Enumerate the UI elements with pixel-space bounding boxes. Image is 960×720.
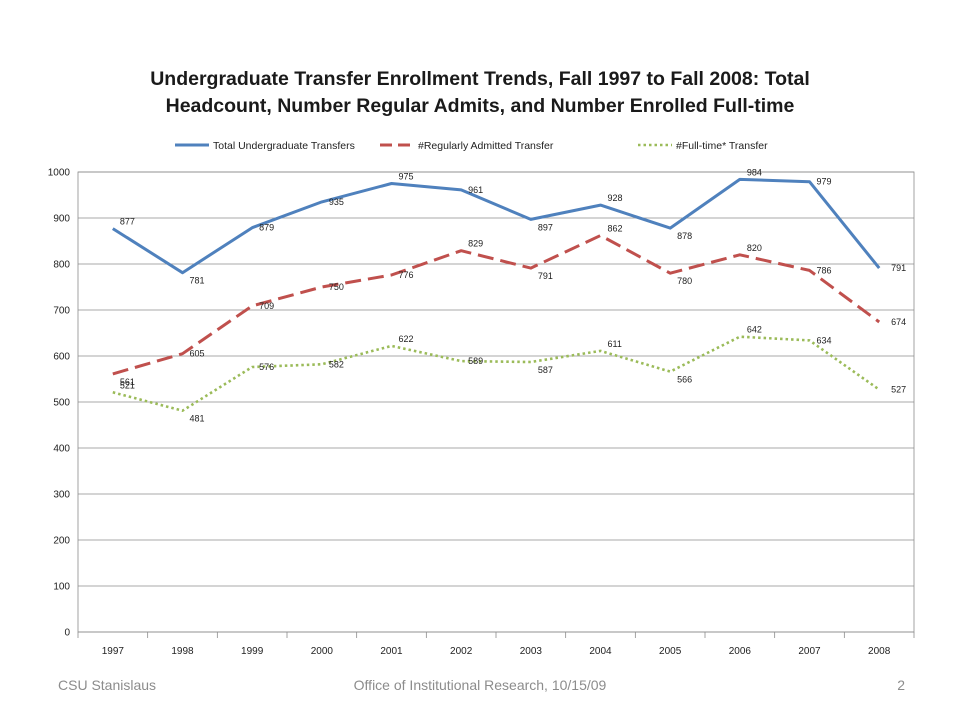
y-tick-label: 900 (53, 214, 70, 225)
y-tick-label: 100 (53, 582, 70, 593)
x-tick-label: 2006 (729, 646, 752, 657)
data-label: 877 (120, 217, 135, 227)
data-label: 605 (190, 349, 205, 359)
legend-entry-2: #Regularly Admitted Transfer (418, 140, 554, 152)
data-label: 527 (891, 385, 906, 395)
legend-entry-1: Total Undergraduate Transfers (213, 140, 355, 152)
data-label: 984 (747, 167, 762, 177)
data-label: 587 (538, 365, 553, 375)
y-tick-label: 0 (64, 628, 70, 639)
data-label: 576 (259, 362, 274, 372)
data-label: 878 (677, 231, 692, 241)
chart-title: Undergraduate Transfer Enrollment Trends… (60, 66, 900, 120)
data-label: 642 (747, 325, 762, 335)
data-label: 961 (468, 185, 483, 195)
data-label: 820 (747, 243, 762, 253)
data-label: 776 (399, 270, 414, 280)
footer-office-date: Office of Institutional Research, 10/15/… (353, 677, 607, 693)
series-line-2 (112, 234, 881, 376)
data-label: 975 (399, 172, 414, 182)
data-label: 589 (468, 356, 483, 366)
data-label: 786 (817, 265, 832, 275)
x-tick-label: 1998 (171, 646, 194, 657)
data-label: 781 (190, 276, 205, 286)
data-label: 611 (608, 339, 622, 349)
x-tick-label: 2003 (520, 646, 543, 657)
y-tick-label: 400 (53, 444, 70, 455)
footer-page-number: 2 (897, 677, 905, 693)
data-label: 897 (538, 222, 553, 232)
y-tick-label: 600 (53, 352, 70, 363)
series-line-1 (111, 177, 881, 275)
data-label: 622 (399, 334, 414, 344)
footer-organization: CSU Stanislaus (58, 677, 157, 693)
x-tick-label: 2001 (380, 646, 403, 657)
x-tick-label: 2004 (589, 646, 612, 657)
x-tick-label: 2008 (868, 646, 891, 657)
x-tick-label: 1997 (102, 646, 125, 657)
y-tick-label: 800 (53, 260, 70, 271)
data-label: 829 (468, 239, 483, 249)
legend-entry-3: #Full-time* Transfer (676, 140, 768, 152)
x-tick-label: 2002 (450, 646, 473, 657)
data-label: 481 (190, 414, 205, 424)
data-label: 521 (120, 380, 135, 390)
data-label: 928 (608, 193, 623, 203)
data-label: 566 (677, 375, 692, 385)
chart-title-line-2: Headcount, Number Regular Admits, and Nu… (165, 95, 795, 117)
y-tick-label: 1000 (48, 168, 71, 179)
y-tick-label: 700 (53, 306, 70, 317)
data-label: 634 (817, 335, 832, 345)
data-label: 979 (817, 177, 832, 187)
chart-title-line-1: Undergraduate Transfer Enrollment Trends… (150, 68, 810, 90)
data-label: 879 (259, 223, 274, 233)
x-tick-label: 1999 (241, 646, 264, 657)
data-label: 780 (677, 276, 692, 286)
series-line-3 (112, 335, 880, 413)
data-label: 862 (608, 223, 623, 233)
y-tick-label: 300 (53, 490, 70, 501)
x-tick-label: 2007 (798, 646, 821, 657)
data-label: 791 (891, 263, 906, 273)
data-label: 582 (329, 359, 344, 369)
data-label: 750 (329, 282, 344, 292)
data-label: 709 (259, 301, 274, 311)
data-label: 791 (538, 271, 553, 281)
data-label: 935 (329, 197, 344, 207)
y-tick-label: 500 (53, 398, 70, 409)
data-label: 561 (120, 377, 135, 387)
x-tick-label: 2000 (311, 646, 334, 657)
data-label: 674 (891, 317, 906, 327)
y-tick-label: 200 (53, 536, 70, 547)
x-tick-label: 2005 (659, 646, 682, 657)
